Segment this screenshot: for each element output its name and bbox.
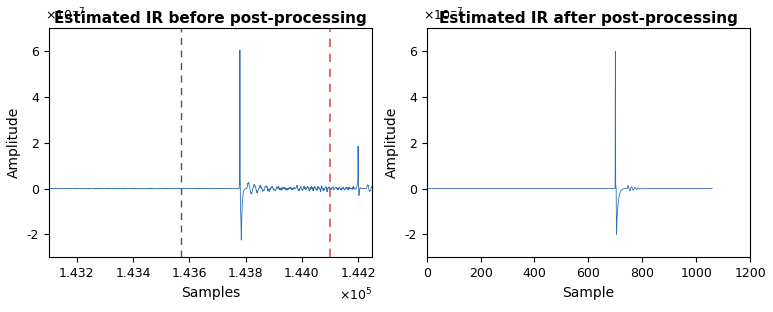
X-axis label: Samples: Samples [181,285,240,300]
Text: $\times10^{-7}$: $\times10^{-7}$ [46,7,86,24]
Y-axis label: Amplitude: Amplitude [385,107,399,178]
X-axis label: Sample: Sample [562,285,615,300]
Title: Estimated IR before post-processing: Estimated IR before post-processing [54,11,366,26]
Title: Estimated IR after post-processing: Estimated IR after post-processing [439,11,738,26]
Text: $\times10^5$: $\times10^5$ [339,287,372,304]
Y-axis label: Amplitude: Amplitude [7,107,21,178]
Text: $\times10^{-7}$: $\times10^{-7}$ [424,7,464,24]
